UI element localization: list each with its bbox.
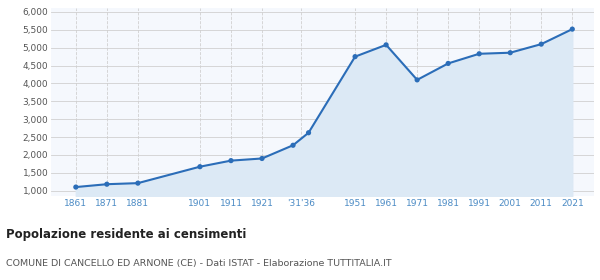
- Point: [568, 27, 577, 31]
- Point: [133, 181, 143, 185]
- Text: Popolazione residente ai censimenti: Popolazione residente ai censimenti: [6, 228, 247, 241]
- Point: [304, 130, 313, 135]
- Point: [195, 164, 205, 169]
- Point: [536, 42, 546, 46]
- Point: [226, 158, 236, 163]
- Point: [443, 61, 453, 66]
- Text: COMUNE DI CANCELLO ED ARNONE (CE) - Dati ISTAT - Elaborazione TUTTITALIA.IT: COMUNE DI CANCELLO ED ARNONE (CE) - Dati…: [6, 259, 392, 268]
- Point: [412, 78, 422, 82]
- Point: [257, 156, 267, 161]
- Point: [102, 182, 112, 186]
- Point: [475, 52, 484, 56]
- Point: [382, 43, 391, 47]
- Point: [288, 143, 298, 148]
- Point: [71, 185, 80, 189]
- Point: [505, 50, 515, 55]
- Point: [350, 54, 360, 59]
